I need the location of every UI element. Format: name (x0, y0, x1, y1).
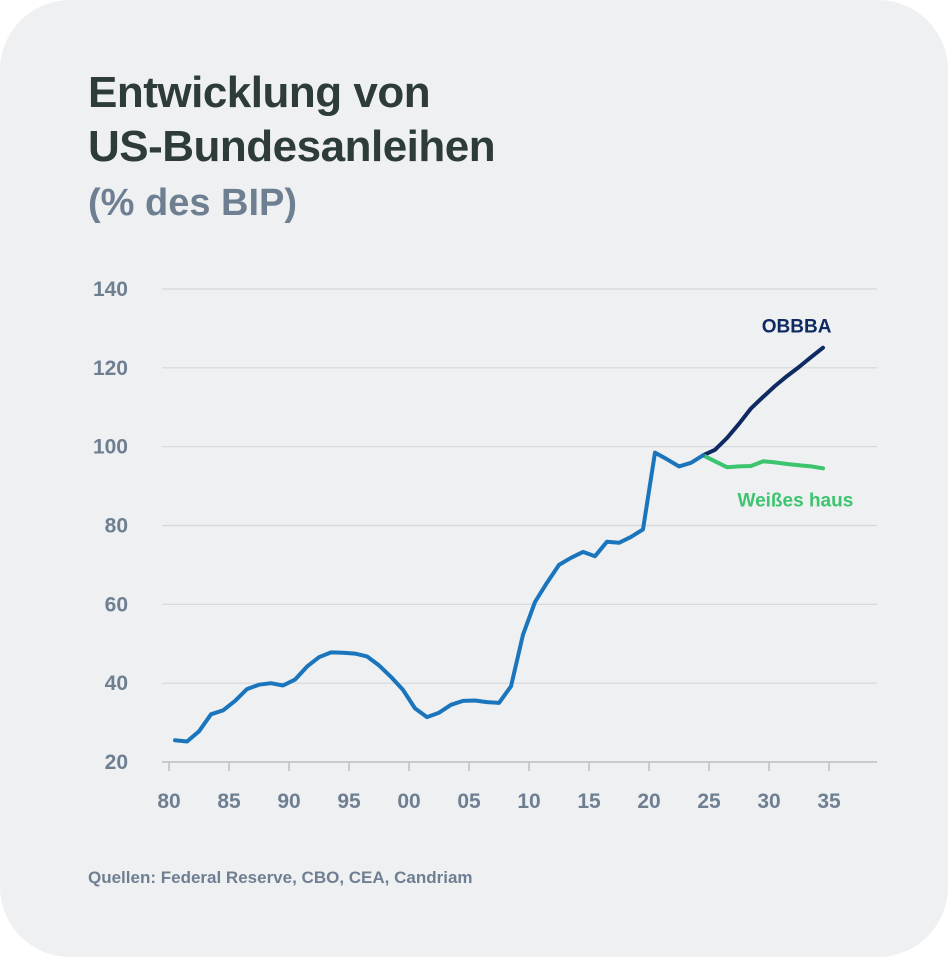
x-tick-label: 95 (337, 790, 361, 813)
chart-title: Entwicklung von US-Bundesanleihen (88, 66, 496, 174)
y-tick-label: 120 (93, 357, 128, 380)
x-tick-label: 35 (817, 790, 841, 813)
chart-title-line2: US-Bundesanleihen (88, 122, 496, 171)
x-tick-label: 05 (457, 790, 481, 813)
x-tick-label: 10 (517, 790, 540, 813)
y-tick-label: 60 (105, 593, 128, 616)
axes: 20 40 60 80 100 120 140 80 85 90 95 00 05 10 15 20 25 30 3… (93, 278, 877, 813)
grid-lines (162, 288, 877, 684)
x-tick-label: 80 (157, 790, 180, 813)
series-lines (173, 345, 825, 744)
y-tick-label: 100 (93, 436, 128, 459)
chart-subtitle: (% des BIP) (88, 182, 298, 224)
x-tick-label: 90 (277, 790, 300, 813)
historical-series-line (173, 450, 705, 744)
x-tick-label: 00 (397, 790, 420, 813)
x-tick-label: 25 (697, 790, 721, 813)
y-tick-label: 140 (93, 278, 128, 301)
y-tick-label: 20 (105, 751, 128, 774)
series-labels: OBBBA Weißes haus (737, 317, 853, 512)
x-tick-label: 30 (757, 790, 780, 813)
white-house-series-line (701, 453, 825, 471)
white-house-label: Weißes haus (737, 490, 853, 511)
source-note: Quellen: Federal Reserve, CBO, CEA, Cand… (88, 868, 473, 887)
obbba-series-line (701, 345, 825, 458)
x-tick-label: 15 (577, 790, 601, 813)
obbba-label: OBBBA (762, 317, 832, 338)
y-tick-label: 80 (105, 515, 128, 538)
chart-title-line1: Entwicklung von (88, 68, 431, 117)
y-tick-label: 40 (105, 672, 128, 695)
x-tick-label: 20 (637, 790, 660, 813)
x-tick-label: 85 (217, 790, 241, 813)
